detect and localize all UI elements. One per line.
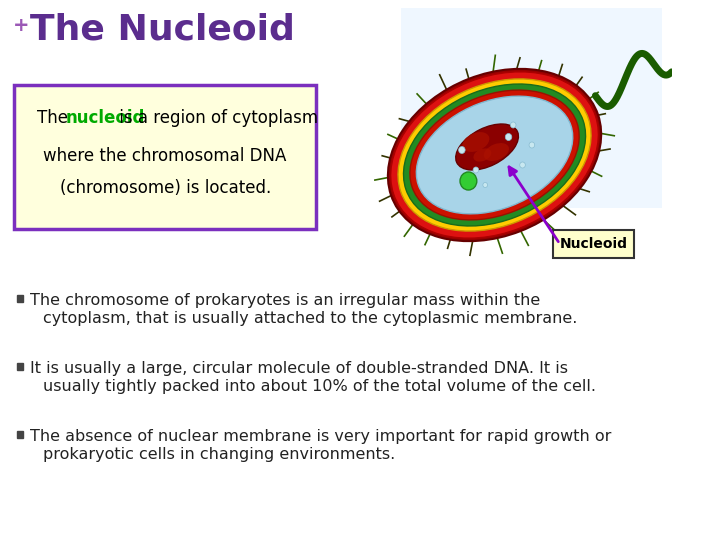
Ellipse shape xyxy=(388,69,601,241)
Circle shape xyxy=(505,133,512,140)
Circle shape xyxy=(520,162,526,168)
FancyBboxPatch shape xyxy=(14,85,316,229)
Ellipse shape xyxy=(416,96,572,214)
Circle shape xyxy=(529,142,535,148)
Circle shape xyxy=(459,146,465,153)
Text: is a region of cytoplasm: is a region of cytoplasm xyxy=(114,109,318,127)
Ellipse shape xyxy=(403,84,585,226)
Text: prokaryotic cells in changing environments.: prokaryotic cells in changing environmen… xyxy=(43,447,395,462)
Text: Nucleoid: Nucleoid xyxy=(559,237,627,251)
Text: +: + xyxy=(13,16,30,35)
FancyBboxPatch shape xyxy=(401,8,662,208)
Text: (chromosome) is located.: (chromosome) is located. xyxy=(60,179,271,197)
FancyBboxPatch shape xyxy=(17,295,23,302)
Ellipse shape xyxy=(474,148,491,161)
Ellipse shape xyxy=(462,132,490,152)
FancyBboxPatch shape xyxy=(554,230,634,258)
Text: cytoplasm, that is usually attached to the cytoplasmic membrane.: cytoplasm, that is usually attached to t… xyxy=(43,310,577,326)
FancyBboxPatch shape xyxy=(17,363,23,370)
Text: The chromosome of prokaryotes is an irregular mass within the: The chromosome of prokaryotes is an irre… xyxy=(30,294,540,308)
Ellipse shape xyxy=(398,79,591,231)
Ellipse shape xyxy=(410,90,579,220)
FancyBboxPatch shape xyxy=(17,431,23,438)
Circle shape xyxy=(460,172,477,190)
Text: It is usually a large, circular molecule of double-stranded DNA. It is: It is usually a large, circular molecule… xyxy=(30,361,568,376)
Text: where the chromosomal DNA: where the chromosomal DNA xyxy=(43,147,287,165)
Ellipse shape xyxy=(484,143,509,161)
Circle shape xyxy=(483,183,487,187)
Text: The Nucleoid: The Nucleoid xyxy=(30,12,294,46)
Circle shape xyxy=(473,167,479,173)
Text: The: The xyxy=(37,109,73,127)
Circle shape xyxy=(510,122,516,128)
Text: usually tightly packed into about 10% of the total volume of the cell.: usually tightly packed into about 10% of… xyxy=(43,379,596,394)
Ellipse shape xyxy=(456,124,518,170)
Text: nucleoid: nucleoid xyxy=(66,109,145,127)
Text: The absence of nuclear membrane is very important for rapid growth or: The absence of nuclear membrane is very … xyxy=(30,429,611,444)
Ellipse shape xyxy=(391,72,598,238)
